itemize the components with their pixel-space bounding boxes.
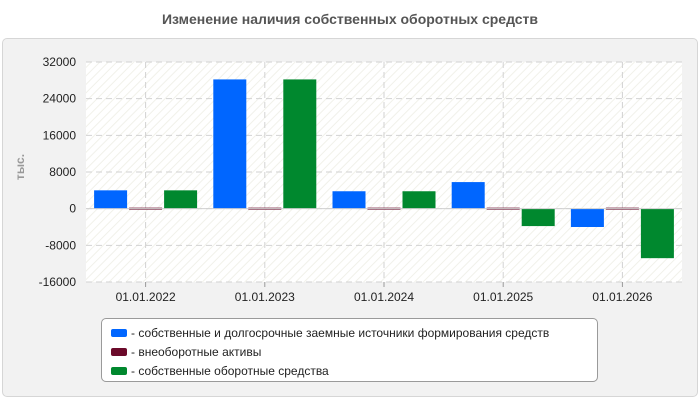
x-tick-labels: 01.01.2022 01.01.2023 01.01.2024 01.01.2025… <box>116 290 653 304</box>
legend: - собственные и долгосрочные заемные ист… <box>101 318 598 382</box>
legend-label: - собственные и долгосрочные заемные ист… <box>131 325 550 340</box>
y-tick-label: 32000 <box>43 55 77 69</box>
bar-series-1 <box>451 182 485 209</box>
x-tick-label: 01.01.2022 <box>116 290 176 304</box>
y-tick-label: 0 <box>69 202 76 216</box>
legend-swatch <box>111 347 127 356</box>
legend-item: - внеоборотные активы <box>102 342 597 361</box>
chart-title: Изменение наличия собственных оборотных … <box>161 11 539 27</box>
bar-series-3 <box>640 208 674 259</box>
x-tick-label: 01.01.2025 <box>473 290 533 304</box>
bar-series-1 <box>570 208 604 227</box>
y-tick-label: 8000 <box>49 165 76 179</box>
bar-series-3 <box>402 191 436 209</box>
x-tick-label: 01.01.2026 <box>592 290 652 304</box>
legend-label: - собственные оборотные средства <box>131 363 329 378</box>
y-tick-labels: 32000 24000 16000 8000 0 -8000 -16000 <box>39 55 77 289</box>
bar-series-3 <box>164 190 198 209</box>
y-tick-label: -16000 <box>39 275 77 289</box>
y-axis-label: тыс. <box>13 154 27 180</box>
grid-layer <box>86 61 682 287</box>
legend-label: - внеоборотные активы <box>131 344 262 359</box>
y-tick-label: 24000 <box>43 92 77 106</box>
legend-swatch <box>111 366 127 375</box>
legend-swatch <box>111 328 127 337</box>
y-tick-label: -8000 <box>45 238 76 252</box>
bar-series-3 <box>283 79 317 209</box>
bar-series-3 <box>521 208 555 227</box>
x-tick-label: 01.01.2023 <box>235 290 295 304</box>
x-tick-label: 01.01.2024 <box>354 290 414 304</box>
bars-layer <box>94 79 674 259</box>
legend-item: - собственные оборотные средства <box>102 361 597 380</box>
legend-item: - собственные и долгосрочные заемные ист… <box>102 323 597 342</box>
bar-series-1 <box>213 79 247 209</box>
bar-series-1 <box>332 191 366 209</box>
y-tick-label: 16000 <box>43 128 77 142</box>
bar-series-1 <box>94 190 128 209</box>
